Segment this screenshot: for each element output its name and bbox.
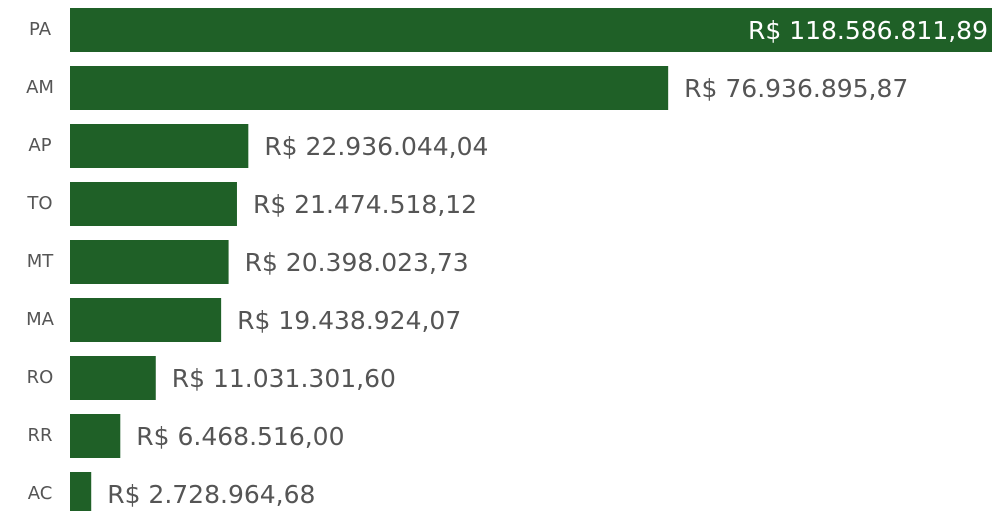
value-label: R$ 19.438.924,07 (237, 306, 461, 335)
category-label: PA (29, 19, 52, 40)
bar (70, 356, 156, 400)
bar (70, 472, 92, 511)
value-label: R$ 21.474.518,12 (253, 190, 477, 219)
bar (70, 298, 222, 342)
category-label: AC (28, 483, 53, 504)
category-label: RR (27, 425, 52, 446)
value-label: R$ 22.936.044,04 (264, 132, 488, 161)
bar (70, 240, 229, 284)
value-label: R$ 6.468.516,00 (136, 422, 344, 451)
value-label: R$ 76.936.895,87 (684, 74, 908, 103)
category-label: MT (27, 251, 55, 272)
bar (70, 182, 237, 226)
category-label: AM (26, 77, 54, 98)
bar (70, 414, 121, 458)
bar (70, 124, 249, 168)
category-label: TO (26, 193, 52, 214)
category-label: RO (27, 367, 54, 388)
value-label: R$ 11.031.301,60 (172, 364, 396, 393)
bar (70, 66, 669, 110)
category-label: MA (26, 309, 55, 330)
value-label: R$ 118.586.811,89 (748, 16, 988, 45)
value-label: R$ 2.728.964,68 (107, 480, 315, 509)
value-label: R$ 20.398.023,73 (245, 248, 469, 277)
category-label: AP (28, 135, 51, 156)
bar (70, 8, 992, 52)
